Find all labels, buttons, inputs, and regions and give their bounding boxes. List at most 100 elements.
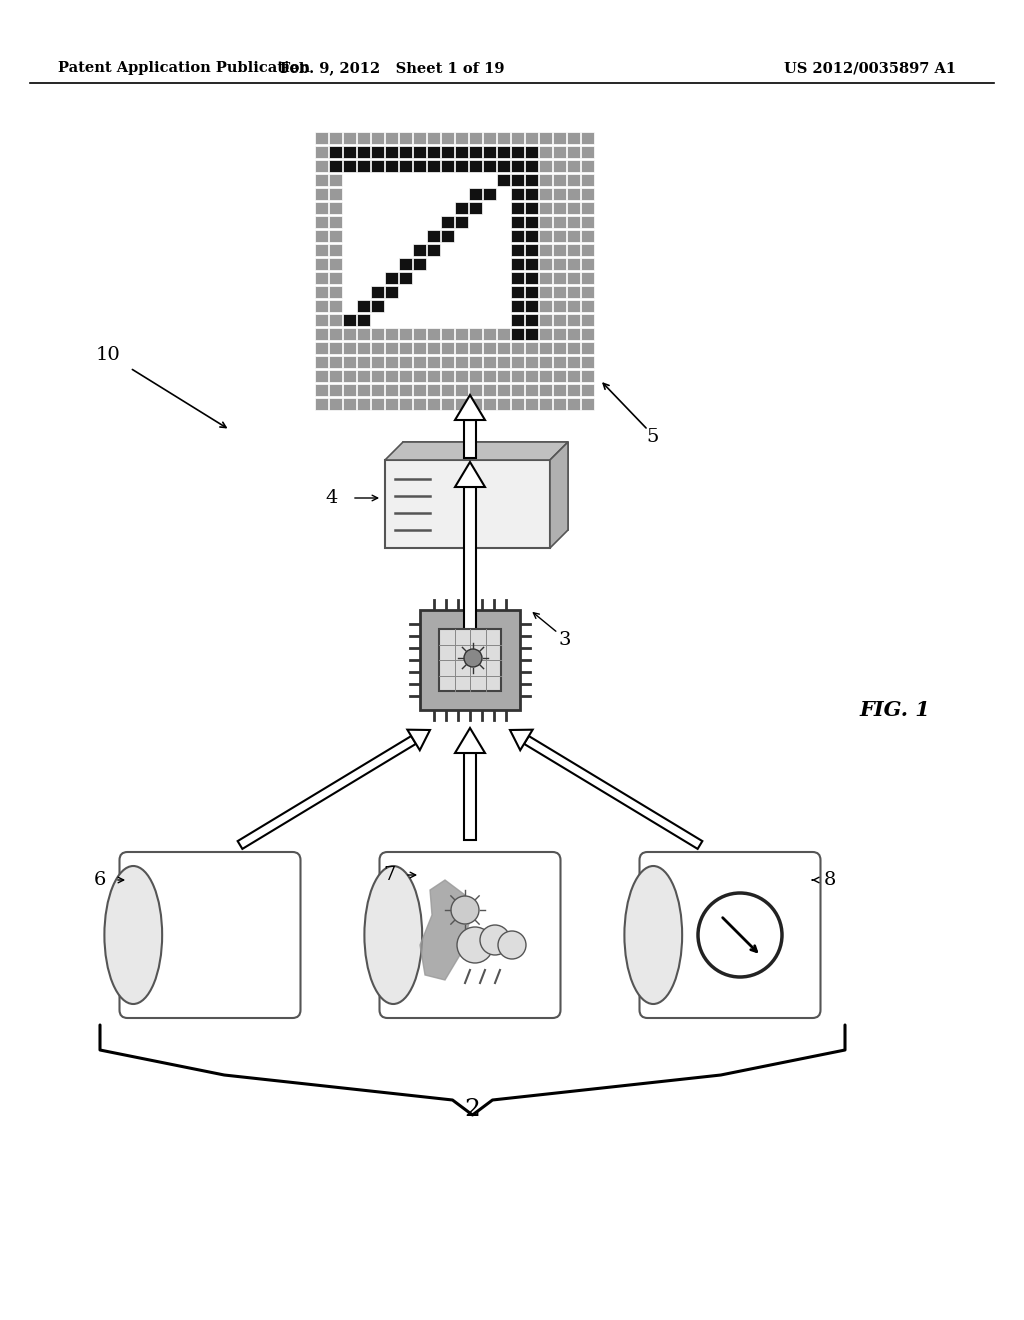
Polygon shape bbox=[455, 462, 485, 487]
Bar bbox=[511, 202, 523, 214]
Bar bbox=[567, 215, 580, 228]
Bar bbox=[413, 355, 426, 368]
Bar bbox=[315, 300, 328, 312]
Polygon shape bbox=[550, 442, 568, 548]
Bar bbox=[567, 160, 580, 172]
Bar bbox=[441, 342, 454, 354]
Bar bbox=[329, 215, 341, 228]
Bar bbox=[455, 145, 468, 158]
Bar bbox=[343, 384, 355, 396]
Bar bbox=[329, 202, 341, 214]
Bar bbox=[525, 285, 538, 298]
Bar bbox=[511, 132, 523, 144]
Bar bbox=[469, 397, 481, 411]
Bar bbox=[420, 610, 520, 710]
Bar bbox=[357, 370, 370, 381]
Bar bbox=[315, 370, 328, 381]
Bar bbox=[343, 355, 355, 368]
Bar bbox=[525, 132, 538, 144]
Bar bbox=[581, 145, 594, 158]
Bar bbox=[427, 230, 439, 242]
Bar bbox=[483, 327, 496, 341]
Bar bbox=[455, 370, 468, 381]
Bar bbox=[329, 370, 341, 381]
Bar bbox=[385, 355, 397, 368]
Bar bbox=[581, 257, 594, 271]
Circle shape bbox=[464, 649, 482, 667]
Bar bbox=[315, 173, 328, 186]
Bar bbox=[539, 132, 552, 144]
Bar bbox=[357, 384, 370, 396]
Bar bbox=[455, 355, 468, 368]
Bar bbox=[525, 230, 538, 242]
Bar bbox=[413, 397, 426, 411]
Bar bbox=[469, 187, 481, 201]
Bar bbox=[371, 397, 384, 411]
Bar bbox=[427, 132, 439, 144]
Bar bbox=[567, 257, 580, 271]
Bar bbox=[511, 384, 523, 396]
Bar bbox=[343, 327, 355, 341]
Bar bbox=[315, 132, 328, 144]
Bar bbox=[357, 132, 370, 144]
Text: 2: 2 bbox=[464, 1098, 480, 1122]
Text: FIG. 1: FIG. 1 bbox=[859, 700, 931, 719]
Bar bbox=[469, 145, 481, 158]
Bar bbox=[371, 285, 384, 298]
Bar bbox=[581, 187, 594, 201]
Bar bbox=[441, 230, 454, 242]
Bar bbox=[329, 243, 341, 256]
Polygon shape bbox=[408, 730, 430, 750]
Bar bbox=[441, 370, 454, 381]
Bar bbox=[399, 327, 412, 341]
Bar bbox=[399, 160, 412, 172]
Bar bbox=[469, 327, 481, 341]
Bar bbox=[469, 132, 481, 144]
Circle shape bbox=[457, 927, 493, 964]
Bar bbox=[315, 160, 328, 172]
Bar bbox=[525, 160, 538, 172]
Bar bbox=[469, 202, 481, 214]
Bar bbox=[553, 370, 565, 381]
Bar bbox=[357, 160, 370, 172]
Bar bbox=[525, 397, 538, 411]
Bar bbox=[357, 355, 370, 368]
Bar bbox=[525, 327, 538, 341]
Polygon shape bbox=[420, 880, 470, 979]
Bar bbox=[497, 145, 510, 158]
Bar bbox=[371, 355, 384, 368]
Bar bbox=[553, 132, 565, 144]
Bar bbox=[455, 397, 468, 411]
Bar bbox=[497, 370, 510, 381]
Bar bbox=[315, 397, 328, 411]
Bar bbox=[413, 384, 426, 396]
Bar bbox=[539, 230, 552, 242]
Text: 7: 7 bbox=[384, 866, 396, 884]
Polygon shape bbox=[238, 737, 416, 849]
Ellipse shape bbox=[104, 866, 162, 1005]
Text: 5: 5 bbox=[647, 428, 659, 446]
Bar bbox=[483, 132, 496, 144]
Bar bbox=[455, 202, 468, 214]
Bar bbox=[371, 300, 384, 312]
Bar bbox=[567, 243, 580, 256]
Bar bbox=[357, 397, 370, 411]
Bar bbox=[315, 145, 328, 158]
Bar bbox=[413, 243, 426, 256]
Bar bbox=[427, 355, 439, 368]
Bar bbox=[413, 257, 426, 271]
Text: 3: 3 bbox=[559, 631, 571, 649]
Bar bbox=[539, 314, 552, 326]
Circle shape bbox=[498, 931, 526, 960]
Bar bbox=[315, 384, 328, 396]
Ellipse shape bbox=[625, 866, 682, 1005]
Bar bbox=[455, 132, 468, 144]
Bar bbox=[511, 257, 523, 271]
Bar bbox=[525, 257, 538, 271]
Bar bbox=[483, 342, 496, 354]
Polygon shape bbox=[455, 729, 485, 752]
Bar bbox=[567, 272, 580, 284]
Bar bbox=[427, 327, 439, 341]
Polygon shape bbox=[455, 395, 485, 420]
FancyBboxPatch shape bbox=[380, 851, 560, 1018]
